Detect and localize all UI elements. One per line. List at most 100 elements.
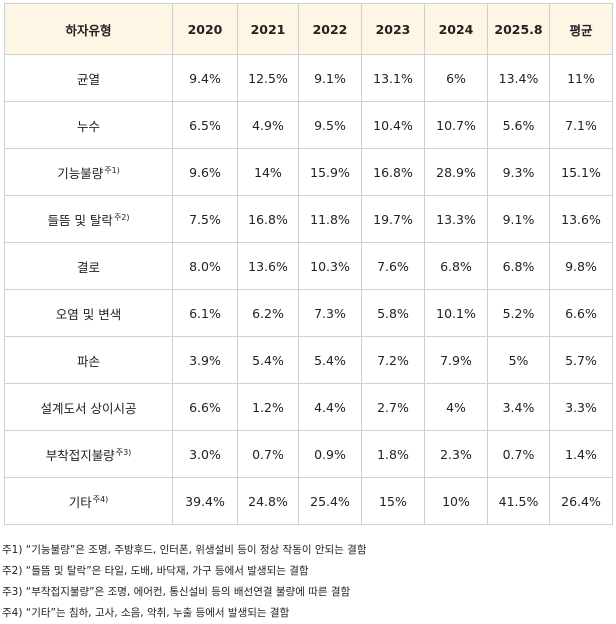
value-cell: 7.3% — [298, 289, 362, 337]
table-row: 들뜸 및 탈락주2) 7.5% 16.8% 11.8% 19.7% 13.3% 9.1% 13… — [4, 195, 613, 243]
table-row: 균열 9.4% 12.5% 9.1% 13.1% 6% 13.4% 11% — [4, 54, 613, 102]
value-cell: 39.4% — [172, 477, 238, 525]
value-cell: 13.4% — [487, 54, 550, 102]
value-cell: 4.9% — [237, 101, 299, 149]
value-cell: 9.6% — [172, 148, 238, 196]
value-cell: 11.8% — [298, 195, 362, 243]
value-cell: 3.9% — [172, 336, 238, 384]
footnotes: 주1) “기능불량”은 조명, 주방후드, 인터폰, 위생설비 등이 정상 작동… — [2, 540, 367, 624]
value-cell: 6.8% — [487, 242, 550, 290]
value-cell: 5.8% — [361, 289, 425, 337]
value-cell: 1.8% — [361, 430, 425, 478]
value-cell: 7.5% — [172, 195, 238, 243]
value-cell: 6.1% — [172, 289, 238, 337]
value-cell: 6.6% — [549, 289, 613, 337]
row-label: 들뜸 및 탈락 — [47, 212, 113, 228]
table-row: 기타주4) 39.4% 24.8% 25.4% 15% 10% 41.5% 26.4% — [4, 477, 613, 525]
value-cell: 0.7% — [237, 430, 299, 478]
footnote: 주2) “들뜸 및 탈락”은 타일, 도배, 바닥재, 가구 등에서 발생되는 … — [2, 565, 309, 577]
value-cell: 1.2% — [237, 383, 299, 431]
table-row: 누수 6.5% 4.9% 9.5% 10.4% 10.7% 5.6% 7.1% — [4, 101, 613, 149]
value-cell: 5.4% — [237, 336, 299, 384]
value-cell: 19.7% — [361, 195, 425, 243]
value-cell: 15% — [361, 477, 425, 525]
value-cell: 10.1% — [424, 289, 488, 337]
value-cell: 3.4% — [487, 383, 550, 431]
value-cell: 10.3% — [298, 242, 362, 290]
value-cell: 4% — [424, 383, 488, 431]
value-cell: 9.1% — [298, 54, 362, 102]
value-cell: 3.3% — [549, 383, 613, 431]
value-cell: 26.4% — [549, 477, 613, 525]
header-cell: 2021 — [237, 3, 299, 55]
header-cell: 2024 — [424, 3, 488, 55]
row-note: 주4) — [92, 494, 109, 504]
value-cell: 6.6% — [172, 383, 238, 431]
row-label: 부착접지불량 — [45, 447, 115, 463]
row-note: 주2) — [113, 212, 130, 222]
value-cell: 9.5% — [298, 101, 362, 149]
value-cell: 25.4% — [298, 477, 362, 525]
value-cell: 41.5% — [487, 477, 550, 525]
value-cell: 2.7% — [361, 383, 425, 431]
value-cell: 9.1% — [487, 195, 550, 243]
header-cell: 평균 — [549, 3, 613, 55]
value-cell: 7.6% — [361, 242, 425, 290]
value-cell: 13.1% — [361, 54, 425, 102]
value-cell: 13.6% — [549, 195, 613, 243]
table-row: 기능불량주1) 9.6% 14% 15.9% 16.8% 28.9% 9.3% 15.1% — [4, 148, 613, 196]
value-cell: 5.4% — [298, 336, 362, 384]
value-cell: 16.8% — [361, 148, 425, 196]
value-cell: 6.8% — [424, 242, 488, 290]
header-row: 하자유형 2020 2021 2022 2023 2024 2025.8 평균 — [4, 3, 613, 55]
row-label: 기능불량 — [57, 165, 104, 181]
row-label: 기타 — [68, 494, 92, 510]
value-cell: 5.6% — [487, 101, 550, 149]
row-label: 파손 — [76, 353, 100, 369]
value-cell: 2.3% — [424, 430, 488, 478]
value-cell: 5.2% — [487, 289, 550, 337]
value-cell: 14% — [237, 148, 299, 196]
row-label: 오염 및 변색 — [55, 306, 122, 322]
table-row: 파손 3.9% 5.4% 5.4% 7.2% 7.9% 5% 5.7% — [4, 336, 613, 384]
value-cell: 5.7% — [549, 336, 613, 384]
row-label-cell: 누수 — [4, 101, 173, 149]
value-cell: 9.4% — [172, 54, 238, 102]
value-cell: 16.8% — [237, 195, 299, 243]
value-cell: 6.2% — [237, 289, 299, 337]
row-label: 설계도서 상이시공 — [40, 400, 137, 416]
header-cell: 하자유형 — [4, 3, 173, 55]
defect-table: 하자유형 2020 2021 2022 2023 2024 2025.8 평균 균열 9.4% 1… — [4, 3, 613, 525]
row-label-cell: 파손 — [4, 336, 173, 384]
value-cell: 1.4% — [549, 430, 613, 478]
row-label: 누수 — [76, 118, 100, 134]
footnote: 주1) “기능불량”은 조명, 주방후드, 인터폰, 위생설비 등이 정상 작동… — [2, 544, 367, 556]
table-row: 부착접지불량주3) 3.0% 0.7% 0.9% 1.8% 2.3% 0.7% 1.4% — [4, 430, 613, 478]
value-cell: 7.2% — [361, 336, 425, 384]
row-label-cell: 기능불량주1) — [4, 148, 173, 196]
value-cell: 15.1% — [549, 148, 613, 196]
value-cell: 11% — [549, 54, 613, 102]
value-cell: 12.5% — [237, 54, 299, 102]
value-cell: 3.0% — [172, 430, 238, 478]
row-label: 결로 — [76, 259, 100, 275]
value-cell: 15.9% — [298, 148, 362, 196]
header-cell: 2020 — [172, 3, 238, 55]
row-label-cell: 부착접지불량주3) — [4, 430, 173, 478]
value-cell: 5% — [487, 336, 550, 384]
value-cell: 0.7% — [487, 430, 550, 478]
footnote: 주3) “부착접지불량”은 조명, 에어컨, 통신설비 등의 배선연결 불량에 … — [2, 586, 351, 598]
value-cell: 10.7% — [424, 101, 488, 149]
value-cell: 6% — [424, 54, 488, 102]
row-label-cell: 결로 — [4, 242, 173, 290]
table-body: 균열 9.4% 12.5% 9.1% 13.1% 6% 13.4% 11% 누수 6.5% 4.9%… — [4, 54, 613, 525]
row-note: 주3) — [115, 447, 132, 457]
row-label: 균열 — [76, 71, 100, 87]
value-cell: 10.4% — [361, 101, 425, 149]
table-row: 설계도서 상이시공 6.6% 1.2% 4.4% 2.7% 4% 3.4% 3.3% — [4, 383, 613, 431]
table-row: 오염 및 변색 6.1% 6.2% 7.3% 5.8% 10.1% 5.2% 6.6% — [4, 289, 613, 337]
value-cell: 13.3% — [424, 195, 488, 243]
value-cell: 10% — [424, 477, 488, 525]
value-cell: 0.9% — [298, 430, 362, 478]
